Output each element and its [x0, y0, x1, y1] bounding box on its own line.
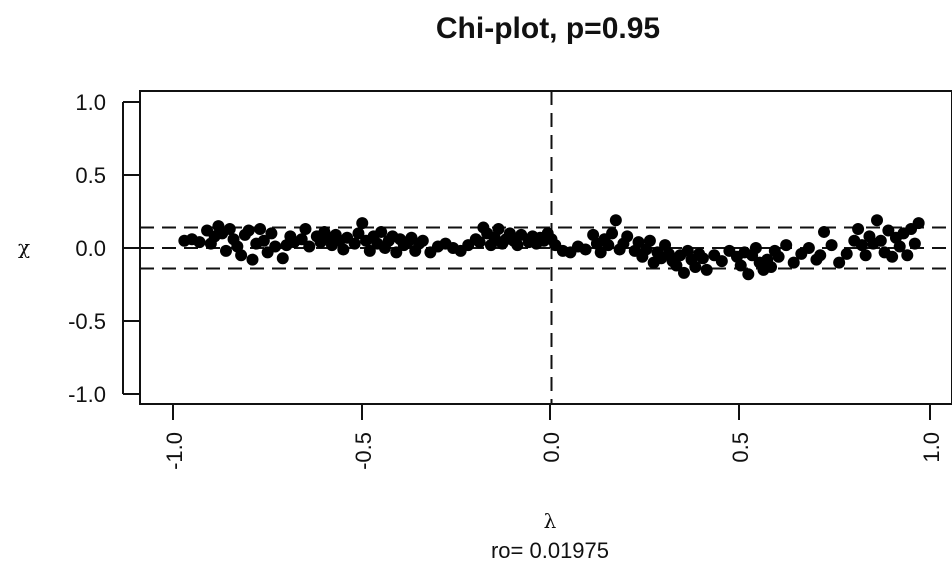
chart-title: Chi-plot, p=0.95	[436, 12, 660, 45]
data-point	[254, 223, 267, 236]
data-point	[363, 244, 376, 257]
data-point	[257, 234, 270, 247]
data-point	[492, 223, 505, 236]
data-point	[579, 243, 592, 256]
data-point	[269, 240, 282, 253]
data-point	[715, 255, 728, 268]
data-point	[855, 239, 868, 252]
data-point	[621, 230, 634, 243]
data-point	[912, 217, 925, 230]
data-point	[734, 259, 747, 272]
data-point	[643, 234, 656, 247]
data-point	[859, 249, 872, 262]
data-point	[223, 223, 236, 236]
data-point	[352, 227, 365, 240]
data-point	[602, 239, 615, 252]
data-point	[840, 247, 853, 260]
data-point	[606, 227, 619, 240]
data-point	[852, 223, 865, 236]
data-point	[511, 239, 524, 252]
data-point	[390, 246, 403, 259]
x-axis-label: λ	[544, 509, 557, 533]
data-point	[337, 243, 350, 256]
data-point	[765, 260, 778, 273]
data-point	[276, 252, 289, 265]
x-tick-label: -1.0	[162, 432, 187, 470]
data-point	[677, 266, 690, 279]
data-point	[609, 214, 622, 227]
data-point	[825, 239, 838, 252]
data-point	[901, 249, 914, 262]
data-point	[871, 214, 884, 227]
data-point	[908, 237, 921, 250]
data-point	[742, 268, 755, 281]
data-point	[700, 263, 713, 276]
data-point	[375, 225, 388, 238]
data-point	[473, 236, 486, 249]
data-point	[689, 260, 702, 273]
x-tick-label: -0.5	[351, 432, 376, 470]
data-point	[802, 242, 815, 254]
y-tick-label: -0.5	[68, 309, 106, 334]
x-axis: -1.0 -0.5 0.0 0.5 1.0 λ ro= 0.01975	[162, 403, 944, 563]
scatter-points	[178, 214, 925, 281]
subtitle-ro: ro= 0.01975	[491, 538, 609, 563]
data-point	[246, 253, 259, 266]
data-point	[696, 252, 709, 265]
y-tick-label: 1.0	[75, 90, 106, 115]
data-point	[670, 259, 683, 272]
data-point	[219, 244, 232, 257]
data-point	[814, 249, 827, 262]
data-point	[515, 228, 528, 241]
data-point	[242, 224, 255, 237]
data-point	[749, 242, 762, 254]
data-point	[265, 227, 278, 240]
plot-area	[139, 90, 952, 405]
data-point	[303, 240, 316, 253]
data-point	[787, 256, 800, 269]
y-axis: 1.0 0.5 0.0 -0.5 -1.0 χ	[18, 90, 140, 407]
y-tick-label: 0.5	[75, 163, 106, 188]
data-point	[295, 233, 308, 246]
data-point	[193, 236, 206, 249]
data-point	[632, 236, 645, 249]
data-point	[886, 250, 899, 263]
data-point	[874, 234, 887, 247]
data-point	[818, 225, 831, 238]
data-point	[235, 249, 248, 262]
data-point	[833, 256, 846, 269]
data-point	[416, 234, 429, 247]
x-tick-label: 1.0	[919, 432, 944, 463]
y-axis-label: χ	[18, 235, 30, 259]
data-point	[356, 217, 369, 230]
data-point	[348, 237, 361, 250]
data-point	[772, 250, 785, 263]
x-tick-label: 0.0	[539, 432, 564, 463]
data-point	[299, 223, 312, 236]
y-tick-label: -1.0	[68, 382, 106, 407]
data-point	[780, 239, 793, 252]
x-tick-label: 0.5	[728, 432, 753, 463]
data-point	[882, 224, 895, 237]
y-tick-label: 0.0	[75, 236, 106, 261]
data-point	[594, 246, 607, 259]
data-point	[893, 240, 906, 253]
